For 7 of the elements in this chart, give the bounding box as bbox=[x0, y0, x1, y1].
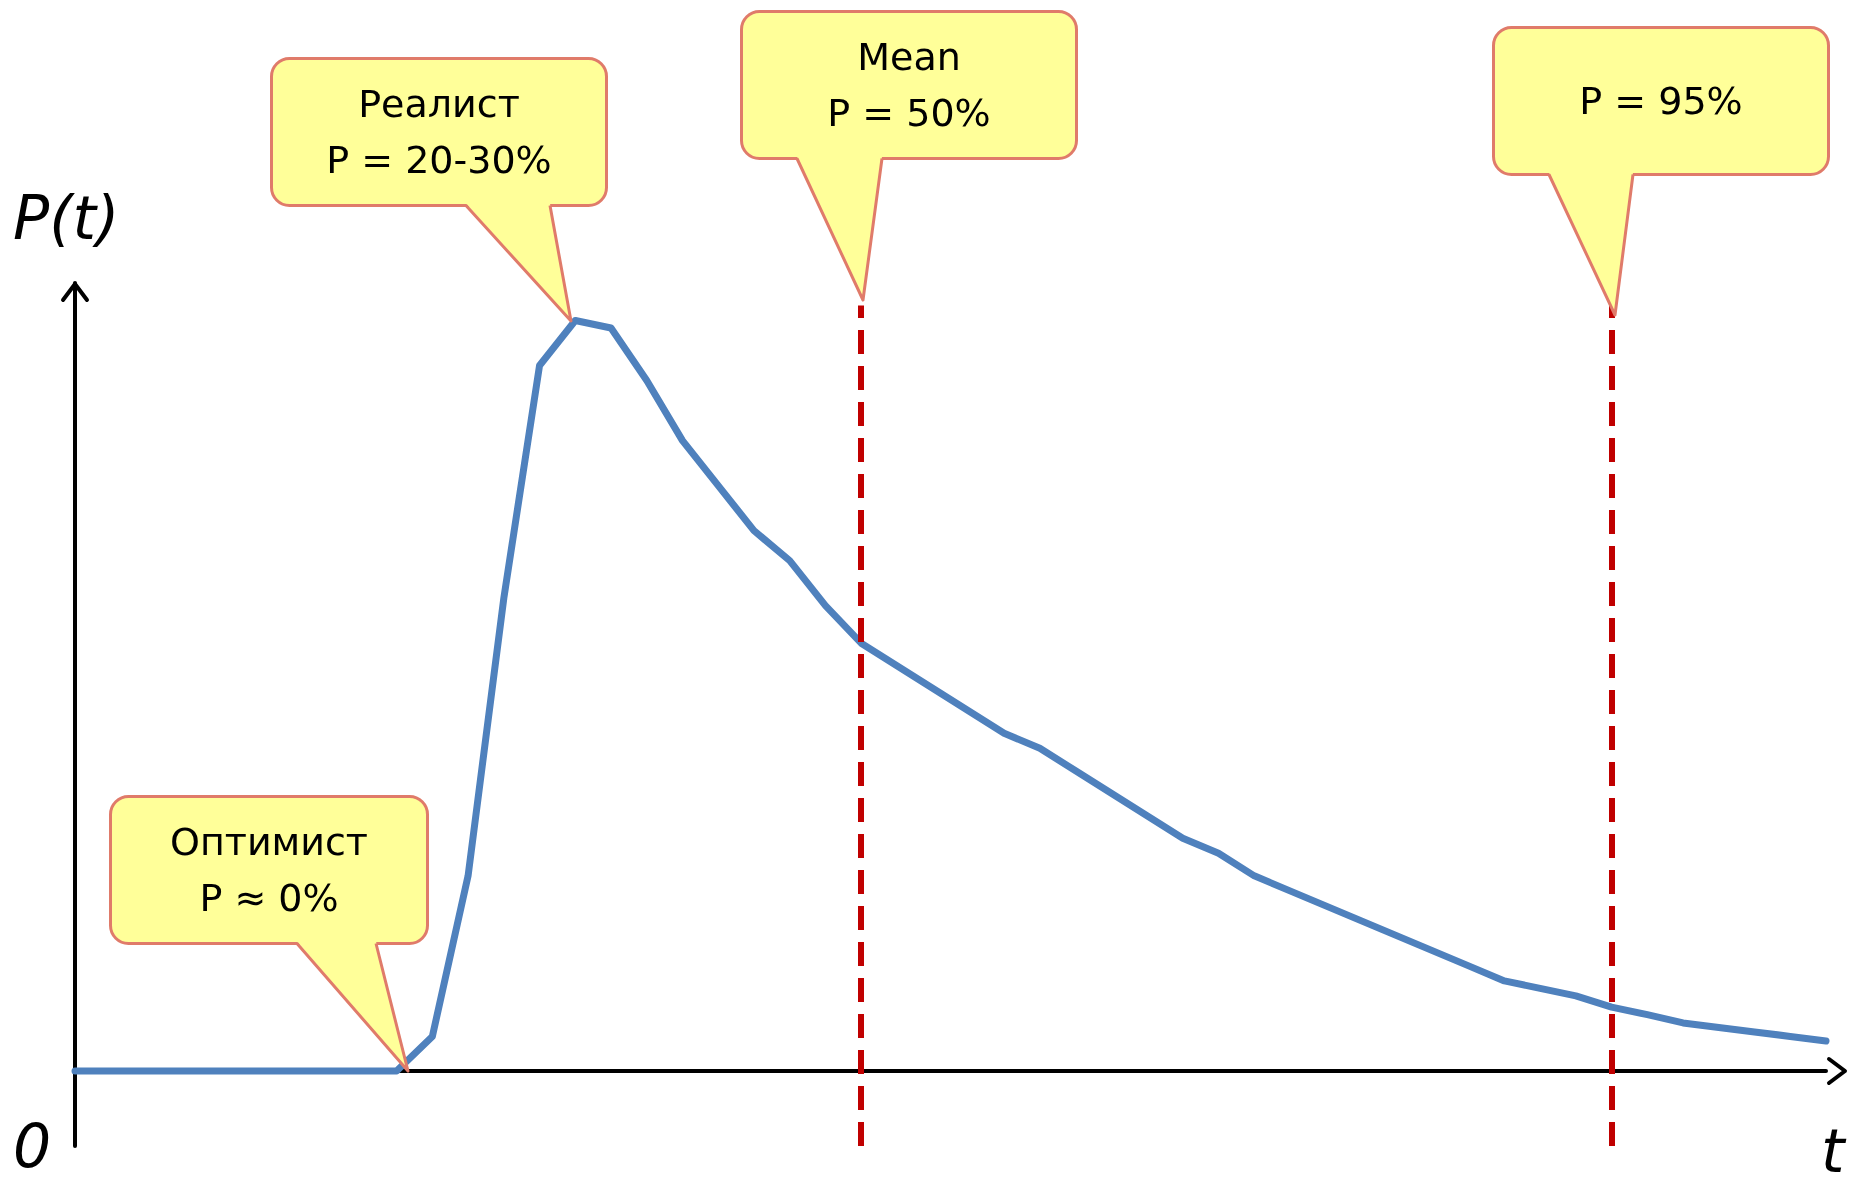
annotation: Оптимист P ≈ 0% bbox=[109, 795, 429, 945]
text: Mean P = 50% bbox=[740, 10, 1078, 160]
text: Реалист P = 20-30% bbox=[270, 57, 608, 207]
text: 0 bbox=[13, 1110, 52, 1181]
x-axis-title: t bbox=[1821, 1115, 1845, 1186]
y-axis-title: P(t) bbox=[13, 183, 120, 253]
text: P = 95% bbox=[1492, 26, 1830, 176]
